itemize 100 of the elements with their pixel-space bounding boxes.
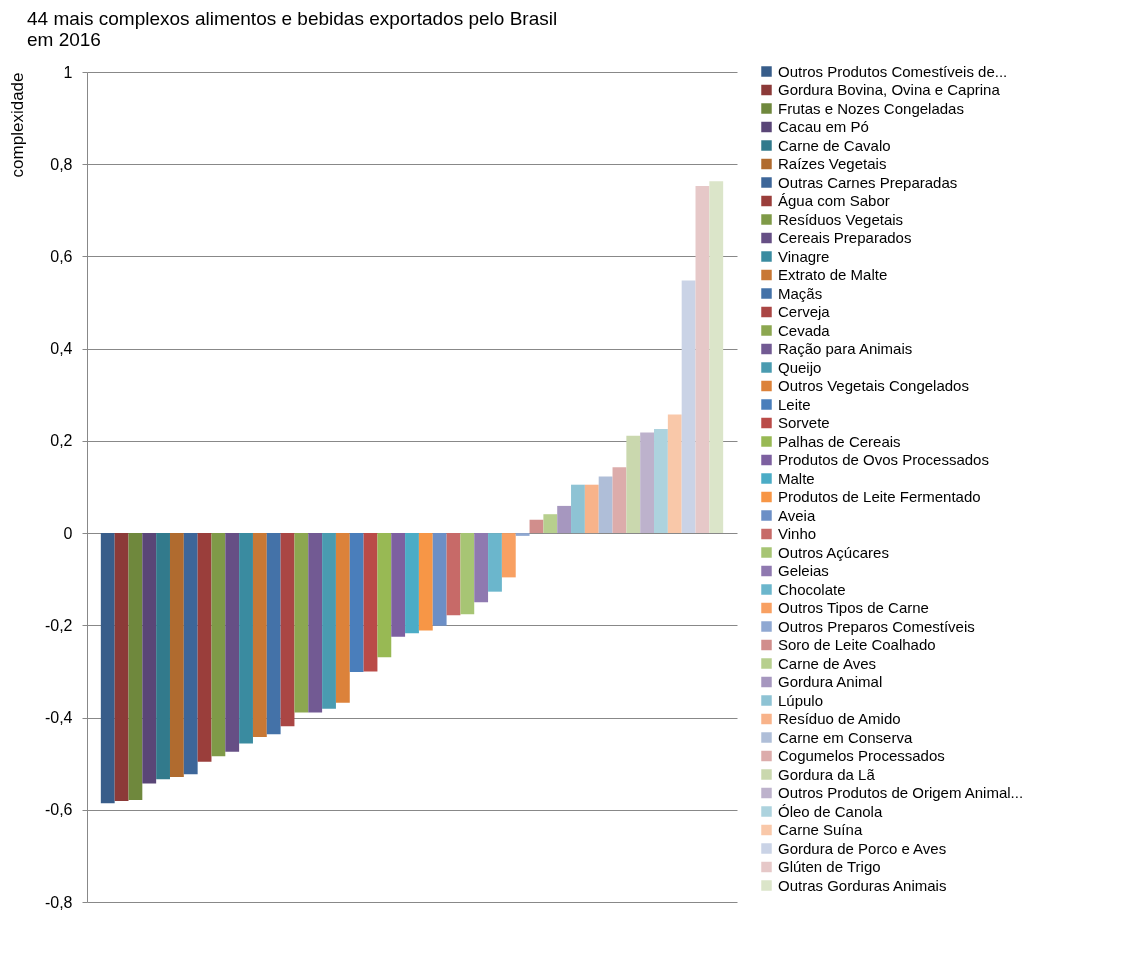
legend-label: Gordura Bovina, Ovina e Caprina: [778, 81, 1001, 98]
bar: [266, 533, 281, 735]
y-tick-label: 0: [63, 524, 73, 542]
bar: [322, 533, 336, 709]
bar: [654, 428, 668, 534]
bar: [405, 533, 419, 634]
bar: [515, 533, 530, 536]
legend-label: Geleias: [778, 562, 829, 579]
bar: [114, 533, 129, 802]
bar: [280, 533, 295, 727]
bar: [474, 533, 489, 603]
legend-label: Carne em Conserva: [778, 728, 913, 746]
legend-label: Gordura de Porco e Aves: [778, 839, 947, 857]
y-tick-label: 1: [63, 63, 73, 81]
legend-label: Carne Suína: [778, 821, 863, 838]
legend-label: Outras Gorduras Animais: [778, 876, 947, 894]
bar: [377, 533, 392, 658]
legend-label: Glúten de Trigo: [778, 858, 881, 875]
legend-label: Carne de Cavalo: [778, 136, 891, 154]
bar: [239, 533, 253, 744]
legend-label: Óleo de Canola: [778, 802, 883, 820]
y-tick-label: -0,4: [44, 709, 73, 727]
legend-label: Soro de Leite Coalhado: [778, 636, 936, 653]
legend-label: Outros Produtos de Origem Animal...: [778, 784, 1024, 801]
bar: [529, 519, 544, 534]
legend-label: Produtos de Leite Fermentado: [778, 488, 981, 505]
bar: [598, 476, 613, 534]
y-tick-label: 0,8: [50, 155, 73, 173]
bar: [211, 533, 226, 757]
bar: [349, 533, 364, 672]
bar: [612, 467, 627, 534]
legend-label: Aveia: [778, 506, 816, 524]
bar: [169, 533, 184, 778]
bar: [183, 533, 198, 775]
bar: [709, 181, 724, 534]
legend-label: Outros Produtos Comestíveis de...: [778, 62, 1008, 80]
bar: [543, 514, 558, 534]
legend-label: Ração para Animais: [778, 340, 913, 357]
bar: [391, 533, 406, 637]
legend-label: Vinho: [778, 525, 817, 542]
legend-label: Outros Açúcares: [778, 543, 889, 561]
bar: [695, 185, 710, 534]
bar: [156, 533, 170, 780]
legend-label: Outras Carnes Preparadas: [778, 173, 958, 191]
bar: [197, 533, 212, 762]
bar: [488, 533, 502, 592]
legend-label: Queijo: [778, 358, 822, 376]
legend-label: Leite: [778, 395, 811, 413]
bar: [557, 505, 572, 534]
bar: [252, 533, 267, 737]
legend-label: Resíduos Vegetais: [778, 210, 904, 228]
bar: [294, 533, 309, 713]
bar: [100, 533, 115, 804]
y-tick-label: -0,8: [44, 893, 73, 911]
legend-label: Gordura da Lã: [778, 765, 876, 783]
legend-label: Malte: [778, 469, 815, 487]
bar: [501, 533, 516, 578]
legend-label: Produtos de Ovos Processados: [778, 451, 989, 468]
bar: [640, 432, 655, 534]
bar: [308, 533, 323, 713]
legend-label: Água com Sabor: [778, 192, 890, 209]
legend-label: Outros Preparos Comestíveis: [778, 617, 975, 635]
legend-label: Cereais Preparados: [778, 229, 912, 246]
bar: [142, 533, 157, 784]
legend-label: Cacau em Pó: [778, 118, 869, 135]
legend-label: Extrato de Malte: [778, 266, 888, 283]
bar: [225, 533, 240, 752]
bar: [571, 484, 585, 534]
legend-label: Lúpulo: [778, 691, 824, 709]
bar: [460, 533, 475, 615]
legend-label: Chocolate: [778, 580, 846, 598]
bar: [128, 533, 143, 801]
bar: [363, 533, 378, 672]
y-axis-title: complexidade: [7, 72, 27, 178]
legend-label: Vinagre: [778, 247, 830, 265]
legend-label: Cerveja: [778, 303, 831, 320]
legend-label: Maçãs: [778, 284, 823, 302]
bar: [681, 280, 696, 534]
legend-label: Raízes Vegetais: [778, 155, 887, 172]
bar: [432, 533, 447, 626]
legend-label: Sorvete: [778, 414, 830, 431]
bar: [667, 414, 682, 534]
bar: [626, 435, 641, 534]
legend-label: Resíduo de Amido: [778, 710, 901, 727]
legend-label: Outros Vegetais Congelados: [778, 377, 969, 394]
legend-label: Cevada: [778, 321, 831, 339]
legend-label: Carne de Aves: [778, 654, 877, 672]
bar: [335, 533, 350, 703]
legend-label: Cogumelos Processados: [778, 747, 945, 764]
bar: [418, 533, 433, 631]
y-tick-label: -0,2: [44, 616, 73, 634]
y-tick-label: 0,4: [50, 340, 73, 358]
bar: [584, 484, 599, 534]
legend-label: Outros Tipos de Carne: [778, 599, 929, 616]
legend-label: Gordura Animal: [778, 673, 883, 690]
y-tick-label: 0,2: [50, 432, 73, 450]
chart-title: 44 mais complexos alimentos e bebidas exportados pelo Brasil em 2016: [27, 8, 558, 50]
bar: [446, 533, 461, 616]
y-tick-label: 0,6: [50, 247, 73, 265]
y-tick-label: -0,6: [44, 801, 73, 819]
